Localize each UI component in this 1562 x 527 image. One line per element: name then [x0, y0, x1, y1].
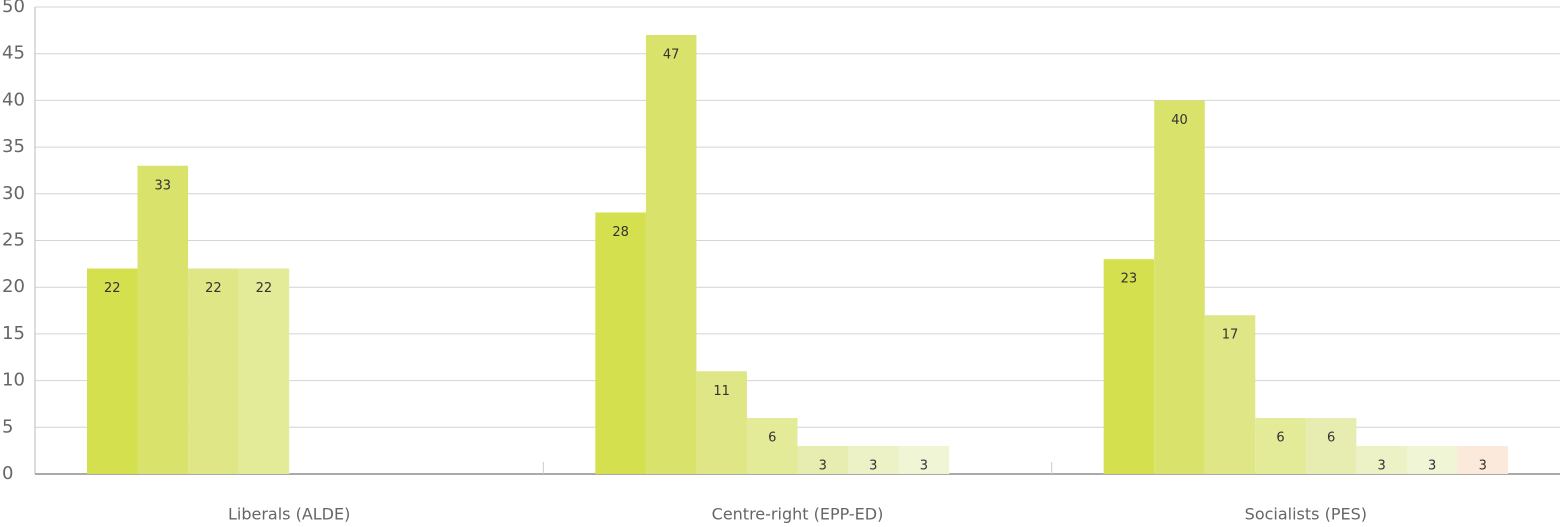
bar	[238, 268, 290, 474]
bar	[1204, 315, 1256, 474]
value-label: 6	[768, 430, 776, 445]
value-label: 3	[1428, 458, 1436, 473]
bar	[645, 35, 697, 475]
value-label: 28	[612, 225, 629, 240]
y-tick-label: 30	[2, 183, 25, 204]
y-tick-label: 15	[2, 323, 25, 344]
value-label: 3	[1479, 458, 1487, 473]
value-label: 3	[819, 458, 827, 473]
y-tick-label: 20	[2, 276, 25, 297]
value-label: 3	[869, 458, 877, 473]
bar	[87, 268, 138, 474]
bar	[1154, 100, 1205, 475]
value-label: 3	[1378, 458, 1386, 473]
bar	[848, 445, 899, 474]
x-tick-label: Centre-right (EPP-ED)	[712, 505, 884, 524]
value-label: 47	[663, 48, 680, 63]
bar	[1305, 417, 1357, 474]
bar	[188, 268, 239, 474]
value-label: 22	[256, 281, 273, 296]
y-tick-label: 45	[2, 43, 25, 64]
bar	[1356, 445, 1407, 474]
x-tick-label: Socialists (PES)	[1245, 505, 1367, 524]
bar	[797, 445, 849, 474]
value-label: 3	[920, 458, 928, 473]
x-tick-label: Liberals (ALDE)	[228, 505, 350, 524]
value-label: 40	[1171, 113, 1188, 128]
value-label: 23	[1121, 272, 1138, 287]
bar	[137, 165, 189, 474]
value-label: 22	[104, 281, 121, 296]
y-tick-label: 25	[2, 230, 25, 251]
value-label: 22	[205, 281, 222, 296]
bar	[1255, 417, 1306, 474]
bar	[696, 371, 747, 474]
value-label: 17	[1222, 328, 1239, 343]
bar	[1457, 445, 1508, 474]
y-tick-label: 50	[2, 0, 25, 17]
bar	[1103, 259, 1155, 474]
value-label: 11	[713, 384, 730, 399]
y-tick-label: 35	[2, 136, 25, 157]
bar	[898, 445, 950, 474]
value-label: 33	[155, 178, 172, 193]
y-tick-label: 5	[2, 416, 13, 437]
y-tick-label: 0	[2, 463, 13, 484]
y-tick-label: 10	[2, 370, 25, 391]
bar	[1406, 445, 1458, 474]
y-tick-label: 40	[2, 89, 25, 110]
bar	[746, 417, 798, 474]
bar	[595, 212, 646, 475]
value-label: 6	[1327, 430, 1335, 445]
value-label: 6	[1276, 430, 1284, 445]
